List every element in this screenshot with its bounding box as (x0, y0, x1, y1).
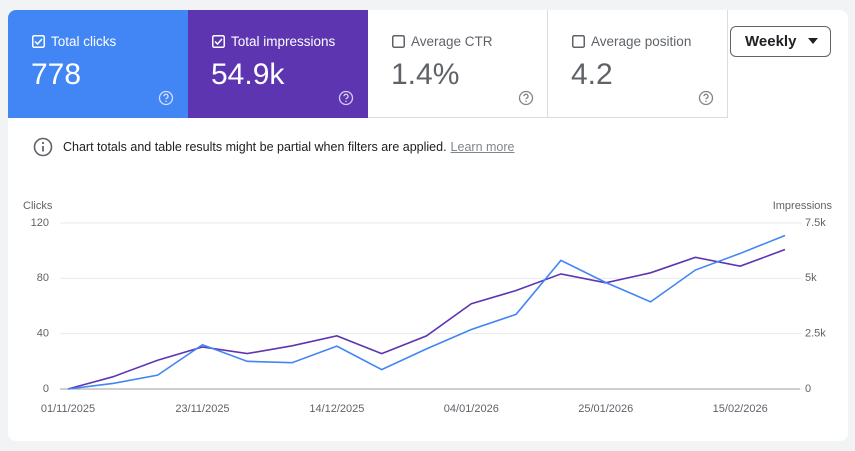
y2-tick-label: 2.5k (805, 328, 826, 340)
metric-card[interactable]: Total clicks 778 (8, 10, 188, 118)
y2-tick-label: 5k (805, 272, 817, 284)
metric-label-row: Average CTR (392, 34, 493, 49)
metric-value: 4.2 (571, 58, 613, 91)
granularity-dropdown[interactable]: Weekly (730, 26, 831, 57)
y2-axis-label: Impressions (773, 200, 833, 212)
checkbox (212, 35, 225, 48)
checkbox-box (32, 35, 45, 48)
y-tick-label: 120 (31, 217, 49, 229)
series-line (67, 234, 786, 390)
metric-label: Total impressions (231, 34, 336, 49)
x-tick-label: 01/11/2025 (41, 403, 95, 415)
metric-card[interactable]: Average position 4.2 (548, 10, 728, 118)
y-axis-label: Clicks (23, 200, 53, 212)
metric-card[interactable]: Average CTR 1.4% (368, 10, 548, 118)
learn-more-link[interactable]: Learn more (450, 140, 515, 154)
help-circle (518, 90, 534, 106)
metric-value: 1.4% (391, 58, 460, 91)
y-tick-label: 80 (37, 272, 49, 284)
help-circle (158, 90, 174, 106)
help-dot (525, 100, 527, 103)
checkbox-tick (214, 38, 223, 46)
checkbox-box (212, 35, 225, 48)
metric-label: Total clicks (51, 34, 117, 49)
checkbox-box (572, 35, 585, 48)
x-tick-label: 14/12/2025 (309, 403, 364, 415)
dropdown-arrow (808, 38, 818, 44)
help-glyph (343, 93, 349, 100)
y-tick-label: 40 (37, 328, 49, 340)
help-circle (338, 90, 354, 106)
notice-text: Chart totals and table results might be … (63, 140, 447, 154)
help-dot (345, 100, 347, 103)
metric-value: 54.9k (211, 58, 285, 91)
help-glyph (523, 93, 529, 100)
checkbox (392, 35, 405, 48)
metric-label: Average position (591, 34, 692, 49)
checkbox-box (392, 35, 405, 48)
notice: Chart totals and table results might be … (33, 137, 514, 157)
x-tick-label: 04/01/2026 (444, 403, 499, 415)
help-icon (698, 90, 714, 106)
checkbox-tick (34, 38, 43, 46)
help-glyph (703, 93, 709, 100)
help-circle (698, 90, 714, 106)
x-tick-label: 23/11/2025 (175, 403, 229, 415)
y2-tick-label: 7.5k (805, 217, 826, 229)
y-tick-label: 0 (43, 383, 49, 395)
series-line (67, 248, 786, 390)
help-glyph (163, 93, 169, 100)
x-tick-label: 25/01/2026 (578, 403, 633, 415)
help-icon (338, 90, 354, 106)
help-icon (158, 90, 174, 106)
x-tick-label: 15/02/2026 (713, 403, 768, 415)
checkbox (572, 35, 585, 48)
metric-label-row: Average position (572, 34, 691, 49)
help-dot (165, 100, 167, 103)
metric-value: 778 (31, 58, 82, 91)
metric-card[interactable]: Total impressions 54.9k (188, 10, 368, 118)
help-icon (518, 90, 534, 106)
metric-label: Average CTR (411, 34, 493, 49)
checkbox (32, 35, 45, 48)
metric-label-row: Total impressions (212, 34, 335, 49)
info-icon (33, 137, 53, 157)
metric-label-row: Total clicks (32, 34, 116, 49)
dropdown-label: Weekly (745, 33, 797, 50)
y2-tick-label: 0 (805, 383, 811, 395)
help-dot (705, 100, 707, 103)
